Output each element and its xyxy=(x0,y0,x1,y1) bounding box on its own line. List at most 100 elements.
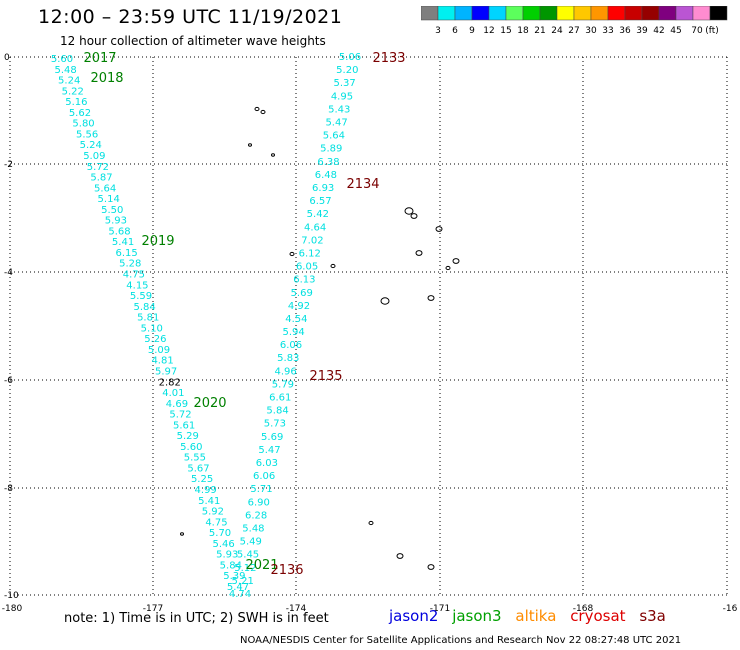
wave-height-label: 5.61 xyxy=(173,420,195,431)
wave-height-label: 5.70 xyxy=(209,528,231,539)
wave-height-label: 4.01 xyxy=(162,388,184,399)
wave-height-label: 5.25 xyxy=(191,474,213,485)
wave-height-label: 5.55 xyxy=(184,453,206,464)
wave-height-label: 4.75 xyxy=(205,517,227,528)
pass-label-red: 2133 xyxy=(372,51,405,66)
wave-height-label: 5.60 xyxy=(51,54,73,65)
page-subtitle: 12 hour collection of altimeter wave hei… xyxy=(60,34,326,48)
wave-height-label: 5.41 xyxy=(198,496,220,507)
pass-label-green: 2018 xyxy=(90,71,123,86)
wave-height-label: 4.54 xyxy=(285,314,307,325)
legend-jason2: jason2 xyxy=(389,607,439,625)
pass-label-green: 2017 xyxy=(83,51,116,66)
y-tick-label: -10 xyxy=(4,591,19,601)
pass-labels: 2017 2018 2019 2020 2021 2133 2134 2135 2136 xyxy=(83,51,405,578)
wave-height-label: 5.22 xyxy=(62,86,84,97)
legend-jason3: jason3 xyxy=(452,607,502,625)
wave-height-label: 5.48 xyxy=(242,524,264,535)
wave-height-label: 5.41 xyxy=(112,237,134,248)
island-outline xyxy=(289,251,295,257)
wave-height-label: 5.67 xyxy=(187,463,209,474)
wave-height-label: 4.81 xyxy=(151,356,173,367)
legend-s3a: s3a xyxy=(639,607,666,625)
wave-height-label: 6.06 xyxy=(280,340,302,351)
pass-label-red: 2135 xyxy=(309,369,342,384)
wave-height-label: 5.47 xyxy=(325,117,347,128)
island-outline xyxy=(435,226,443,232)
wave-height-label: 5.45 xyxy=(237,550,259,561)
wave-height-label: 5.48 xyxy=(54,65,76,76)
wave-height-label: 5.92 xyxy=(202,507,224,518)
wave-height-label: 5.50 xyxy=(101,205,123,216)
wave-height-label: 5.93 xyxy=(216,550,238,561)
wave-height-label: 5.24 xyxy=(58,76,80,87)
wave-height-label: 6.28 xyxy=(245,510,267,521)
island-outline xyxy=(271,153,275,157)
wave-height-label: 5.26 xyxy=(144,334,166,345)
page-title: 12:00 – 23:59 UTC 11/19/2021 xyxy=(38,6,343,28)
colorbar-label: 15 xyxy=(500,26,511,36)
credit-line: NOAA/NESDIS Center for Satellite Applica… xyxy=(240,635,682,646)
wave-height-label: 5.73 xyxy=(264,419,286,430)
wave-height-label: 5.47 xyxy=(258,445,280,456)
wave-height-label: 5.81 xyxy=(137,313,159,324)
island-outline xyxy=(380,297,390,305)
wave-height-label: 5.69 xyxy=(291,288,313,299)
west-altimeter-track: 5.605.485.245.225.165.625.805.565.245.09… xyxy=(51,54,249,593)
island-outline xyxy=(248,143,252,147)
wave-height-label: 6.38 xyxy=(317,157,339,168)
wave-height-label: 5.43 xyxy=(328,104,350,115)
pass-label-red: 2136 xyxy=(270,563,303,578)
wave-height-label: 5.60 xyxy=(180,442,202,453)
wave-height-label: 6.13 xyxy=(293,275,315,286)
wave-height-label: 5.72 xyxy=(169,410,191,421)
wave-height-label: 5.94 xyxy=(283,327,305,338)
colorbar-label: 45 xyxy=(670,26,681,36)
colorbar-label: 30 xyxy=(585,26,597,36)
colorbar-label: 42 xyxy=(653,26,664,36)
x-tick-label: -177 xyxy=(143,604,163,614)
wave-height-label: 7.02 xyxy=(301,235,323,246)
wave-height-label: 5.68 xyxy=(108,226,130,237)
wave-height-label: 5.28 xyxy=(119,259,141,270)
wave-height-label: 5.79 xyxy=(272,379,294,390)
island-outline xyxy=(330,263,336,269)
satellite-legend: jason2 jason3 altika cryosat s3a xyxy=(389,607,675,625)
pass-label-green: 2020 xyxy=(193,396,226,411)
wave-height-label: 5.97 xyxy=(155,366,177,377)
y-tick-label: -8 xyxy=(4,484,13,494)
wave-height-label: 5.71 xyxy=(250,484,272,495)
wave-height-label: 6.03 xyxy=(256,458,278,469)
island-outlines xyxy=(180,106,460,570)
wave-height-label: 5.87 xyxy=(90,173,112,184)
wave-height-label: 6.15 xyxy=(116,248,138,259)
legend-altika: altika xyxy=(515,607,557,625)
x-tick-label: -174 xyxy=(286,604,307,614)
y-tick-label: -2 xyxy=(4,160,13,170)
island-outline xyxy=(452,258,460,264)
island-outline xyxy=(427,295,435,301)
wave-height-label: 4.99 xyxy=(195,485,217,496)
wave-height-label: 5.37 xyxy=(334,78,356,89)
y-tick-label: 0 xyxy=(4,53,10,63)
wave-height-label: 5.59 xyxy=(130,291,152,302)
x-tick-label: -180 xyxy=(2,604,23,614)
wave-height-label: 2.82 xyxy=(159,377,181,388)
wave-height-label: 5.62 xyxy=(69,108,91,119)
wave-height-label: 5.24 xyxy=(80,140,102,151)
wave-height-label: 5.46 xyxy=(212,539,234,550)
wave-height-label: 6.61 xyxy=(269,393,291,404)
pass-label-green: 2021 xyxy=(245,558,278,573)
wave-height-label: 5.84 xyxy=(220,560,242,571)
colorbar-label: 36 xyxy=(619,26,631,36)
wave-height-label: 5.84 xyxy=(133,302,155,313)
wave-height-label: 5.83 xyxy=(277,353,299,364)
x-tick-label: -16 xyxy=(723,604,738,614)
colorbar-unit: (ft) xyxy=(705,26,719,36)
wave-height-label: 5.89 xyxy=(320,144,342,155)
island-outline xyxy=(254,106,260,112)
island-outline xyxy=(404,207,414,215)
wave-height-label: 4.64 xyxy=(304,222,326,233)
wave-height-label: 6.12 xyxy=(299,248,321,259)
wave-height-label: 5.80 xyxy=(72,119,94,130)
